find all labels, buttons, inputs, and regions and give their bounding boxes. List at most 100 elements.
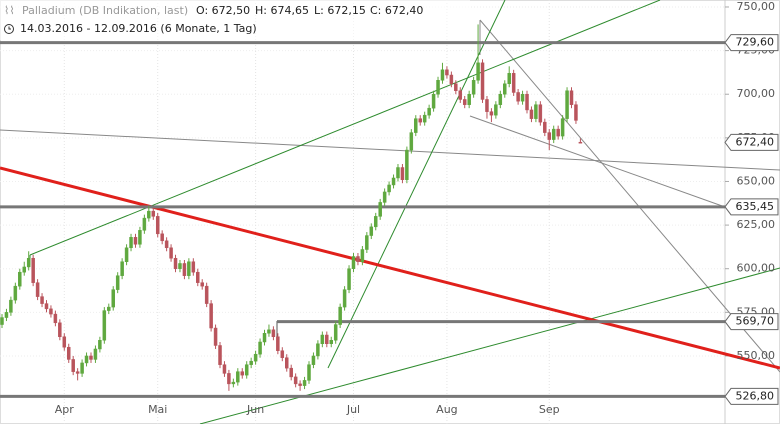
candle-body [164, 240, 169, 249]
candle-body [173, 257, 178, 269]
candle-body [75, 371, 80, 374]
candle-body [360, 249, 365, 262]
trend-line [0, 129, 780, 171]
candle-body [538, 104, 543, 123]
candle-body [289, 367, 293, 378]
candle-body [409, 132, 414, 151]
candle-body [387, 184, 391, 193]
last-price-label: 672,40 [736, 135, 775, 148]
y-tick-label: 650,00 [737, 174, 776, 187]
candle-body [13, 285, 18, 301]
y-tick-label: 600,00 [737, 262, 776, 275]
candle-body [102, 310, 107, 341]
level-label: 729,60 [736, 36, 775, 49]
quote: O: 672,50 [196, 4, 250, 17]
candle-body [26, 257, 31, 268]
candle-body [66, 346, 71, 360]
x-tick-label: Sep [539, 403, 560, 416]
candle-body [418, 118, 422, 123]
candle-body [93, 348, 98, 360]
candle-body [414, 118, 418, 133]
candle-body [431, 93, 436, 109]
candle-body [44, 303, 49, 310]
trend-line [327, 0, 506, 369]
candle-body [507, 73, 511, 85]
candle-body [551, 128, 556, 140]
candle-body [516, 92, 520, 102]
x-tick-label: Aug [436, 403, 457, 416]
candle-body [547, 132, 552, 140]
candle-body [160, 233, 164, 242]
candle-body [378, 202, 382, 217]
candle-body [400, 167, 405, 180]
candle-body [89, 355, 93, 360]
candle-body [382, 191, 387, 203]
candle-body [498, 93, 503, 105]
candle-body [213, 327, 218, 346]
candle-body [373, 216, 378, 228]
candle-body [320, 334, 325, 344]
candle-body [560, 118, 565, 137]
candle-body [534, 104, 538, 119]
y-tick-label: 625,00 [737, 218, 776, 231]
candle-body [494, 104, 498, 116]
candle-body [333, 324, 338, 341]
candle-body [240, 371, 245, 376]
candle-body [138, 230, 142, 245]
candle-body [35, 282, 40, 297]
candle-body [285, 357, 289, 369]
candle-body [4, 312, 9, 318]
candle-body [58, 322, 62, 338]
x-tick-label: Jun [246, 403, 264, 416]
candle-body [574, 104, 578, 121]
candle-body [280, 350, 285, 358]
candle-body [111, 289, 115, 308]
levels [0, 41, 725, 398]
labels: 750,00725,00700,00675,00650,00625,00600,… [55, 0, 779, 416]
candle-body [151, 210, 156, 217]
candle-body [133, 237, 138, 245]
candle-body [351, 256, 356, 269]
candles [0, 24, 583, 391]
candle-body [365, 235, 369, 250]
candle-body [462, 99, 467, 105]
candle-body [124, 247, 129, 262]
candle-body [244, 364, 249, 376]
candle-body [369, 226, 374, 236]
candle-body [298, 383, 302, 386]
candle-body [396, 167, 400, 179]
candle-body [218, 345, 222, 365]
candle-body [84, 355, 89, 364]
candle-body [427, 107, 431, 116]
candle-body [467, 93, 471, 105]
trend-line [479, 19, 780, 373]
candle-body [71, 359, 75, 372]
candle-body [18, 271, 22, 287]
candle-body [178, 263, 182, 269]
candle-body [440, 69, 445, 81]
quote: H: 674,65 [255, 4, 309, 17]
candle-body [405, 149, 409, 180]
candle-body [253, 353, 258, 362]
x-tick-label: Apr [55, 403, 75, 416]
candle-body [525, 93, 529, 111]
candle-body [578, 141, 583, 144]
candle-body [485, 99, 489, 112]
candle-body [293, 376, 298, 385]
chart-subtitle: 14.03.2016 - 12.09.2016 (6 Monate, 1 Tag… [20, 22, 257, 35]
candle-body [40, 296, 44, 304]
candle-body [543, 121, 547, 133]
candle-body [316, 343, 320, 357]
level-label: 569,70 [736, 315, 775, 328]
candle-body [520, 93, 525, 102]
candle-body [276, 336, 280, 351]
candle-body [0, 317, 4, 325]
candle-body [311, 355, 316, 365]
candle-body [231, 381, 236, 385]
candle-body [307, 364, 311, 381]
candle-body [503, 83, 507, 95]
candle-body [187, 261, 191, 276]
